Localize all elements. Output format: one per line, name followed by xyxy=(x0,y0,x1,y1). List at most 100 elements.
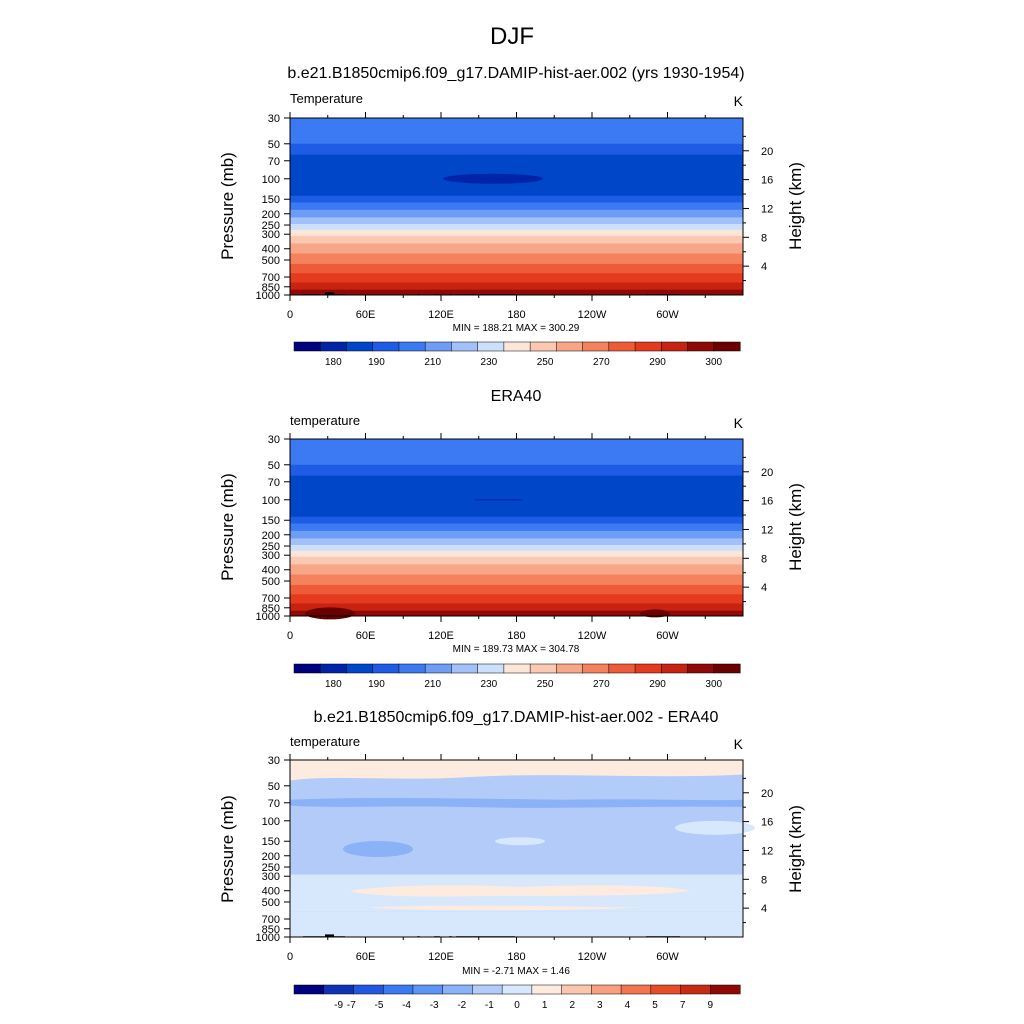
colorbar-swatch xyxy=(529,663,557,674)
colorbar-label: 300 xyxy=(705,357,722,368)
colorbar-label: 210 xyxy=(424,679,441,690)
colorbar-swatch xyxy=(634,341,662,352)
colorbar-label: 7 xyxy=(680,1000,686,1011)
height-tick-label: 16 xyxy=(761,496,773,508)
x-tick-label: 120E xyxy=(428,309,454,321)
y-tick-label: 250 xyxy=(262,541,280,553)
x-tick-label: 60W xyxy=(656,309,679,321)
colorbar-label: 5 xyxy=(652,1000,658,1011)
colorbar-label: -5 xyxy=(374,1000,383,1011)
colorbar-swatch xyxy=(556,341,584,352)
colorbar-label: 290 xyxy=(649,357,666,368)
colorbar-label: -3 xyxy=(430,1000,439,1011)
colorbar-swatch xyxy=(591,984,622,995)
colorbar-label: 230 xyxy=(481,679,498,690)
height-tick-label: 8 xyxy=(761,553,767,565)
x-tick-label: 120W xyxy=(578,630,607,642)
field-band xyxy=(290,439,743,466)
x-tick-label: 180 xyxy=(507,630,525,642)
cold-core xyxy=(475,499,522,501)
y-tick-label: 100 xyxy=(262,495,280,507)
colorbar-label: -4 xyxy=(402,1000,411,1011)
cold-core xyxy=(443,173,543,184)
field-band xyxy=(290,464,743,477)
colorbar-label: 1 xyxy=(542,1000,548,1011)
height-tick-label: 20 xyxy=(761,467,773,479)
colorbar-swatch xyxy=(503,341,531,352)
x-tick-label: 0 xyxy=(287,309,293,321)
colorbar-swatch xyxy=(398,663,426,674)
colorbar-label: 190 xyxy=(368,679,385,690)
y-tick-label: 150 xyxy=(262,194,280,206)
colorbar-label: 250 xyxy=(537,357,554,368)
colorbar-swatch xyxy=(293,984,325,995)
colorbar-label: 0 xyxy=(514,1000,520,1011)
y-tick-label: 200 xyxy=(262,851,280,863)
colorbar-swatch xyxy=(346,663,374,674)
field-band xyxy=(290,235,743,244)
colorbar-label: 180 xyxy=(325,357,342,368)
x-tick-label: 120E xyxy=(428,630,454,642)
missing-data xyxy=(325,934,334,937)
y-tick-label: 700 xyxy=(262,272,280,284)
field-band xyxy=(290,143,743,156)
colorbar-swatch xyxy=(529,341,557,352)
colorbar-swatch xyxy=(323,984,355,995)
y-tick-label: 400 xyxy=(262,244,280,256)
colorbar-swatch xyxy=(442,984,473,995)
colorbar-label: -7 xyxy=(347,1000,356,1011)
height-tick-label: 20 xyxy=(761,146,773,158)
y-tick-label: 50 xyxy=(268,460,280,472)
y-tick-label: 1000 xyxy=(256,611,280,623)
field-band xyxy=(290,253,743,265)
y-tick-label: 850 xyxy=(262,282,280,294)
y-tick-label: 150 xyxy=(262,515,280,527)
y-tick-label: 70 xyxy=(268,156,280,168)
colorbar: 180 190 210 230 250 270 290 300 xyxy=(293,341,741,368)
panel-diff: b.e21.B1850cmip6.f09_g17.DAMIP-hist-aer.… xyxy=(218,709,805,1011)
colorbar-swatch xyxy=(608,341,636,352)
left-label: temperature xyxy=(290,734,360,749)
y-tick-label: 500 xyxy=(262,897,280,909)
field-band xyxy=(290,118,743,145)
x-tick-label: 60E xyxy=(356,630,376,642)
warm-core xyxy=(640,609,670,618)
colorbar-label: 9 xyxy=(707,1000,713,1011)
warm-core xyxy=(305,607,355,620)
field-band xyxy=(290,202,743,211)
y-tick-label: 400 xyxy=(262,886,280,898)
colorbar-label: 210 xyxy=(424,357,441,368)
left-label: Temperature xyxy=(290,91,363,106)
colorbar: 180 190 210 230 250 270 290 300 xyxy=(293,663,741,690)
colorbar-label: 230 xyxy=(481,357,498,368)
colorbar-swatch xyxy=(382,984,414,995)
y-tick-label: 250 xyxy=(262,220,280,232)
x-tick-label: 120W xyxy=(578,951,607,963)
colorbar-swatch xyxy=(477,341,505,352)
colorbar-label: 180 xyxy=(325,679,342,690)
y-tick-label: 700 xyxy=(262,593,280,605)
field-band xyxy=(290,550,743,558)
y-tick-label: 300 xyxy=(262,871,280,883)
y-axis-right-label: Height (km) xyxy=(786,162,805,250)
colorbar-swatch xyxy=(451,341,479,352)
colorbar-swatch xyxy=(424,341,452,352)
y-tick-label: 500 xyxy=(262,576,280,588)
x-tick-label: 180 xyxy=(507,309,525,321)
height-tick-label: 8 xyxy=(761,874,767,886)
y-tick-label: 70 xyxy=(268,477,280,489)
y-axis-label: Pressure (mb) xyxy=(218,152,237,260)
field-band xyxy=(290,282,743,291)
y-tick-label: 30 xyxy=(268,434,280,446)
x-tick-label: 60W xyxy=(656,951,679,963)
colorbar-swatch xyxy=(424,663,452,674)
y-tick-label: 500 xyxy=(262,255,280,267)
y-axis-label: Pressure (mb) xyxy=(218,473,237,581)
unit-label: K xyxy=(734,736,744,752)
colorbar-swatch xyxy=(713,663,741,674)
colorbar-swatch xyxy=(680,984,711,995)
field-band xyxy=(290,263,743,274)
colorbar-label: 250 xyxy=(537,679,554,690)
y-tick-label: 1000 xyxy=(256,290,280,302)
